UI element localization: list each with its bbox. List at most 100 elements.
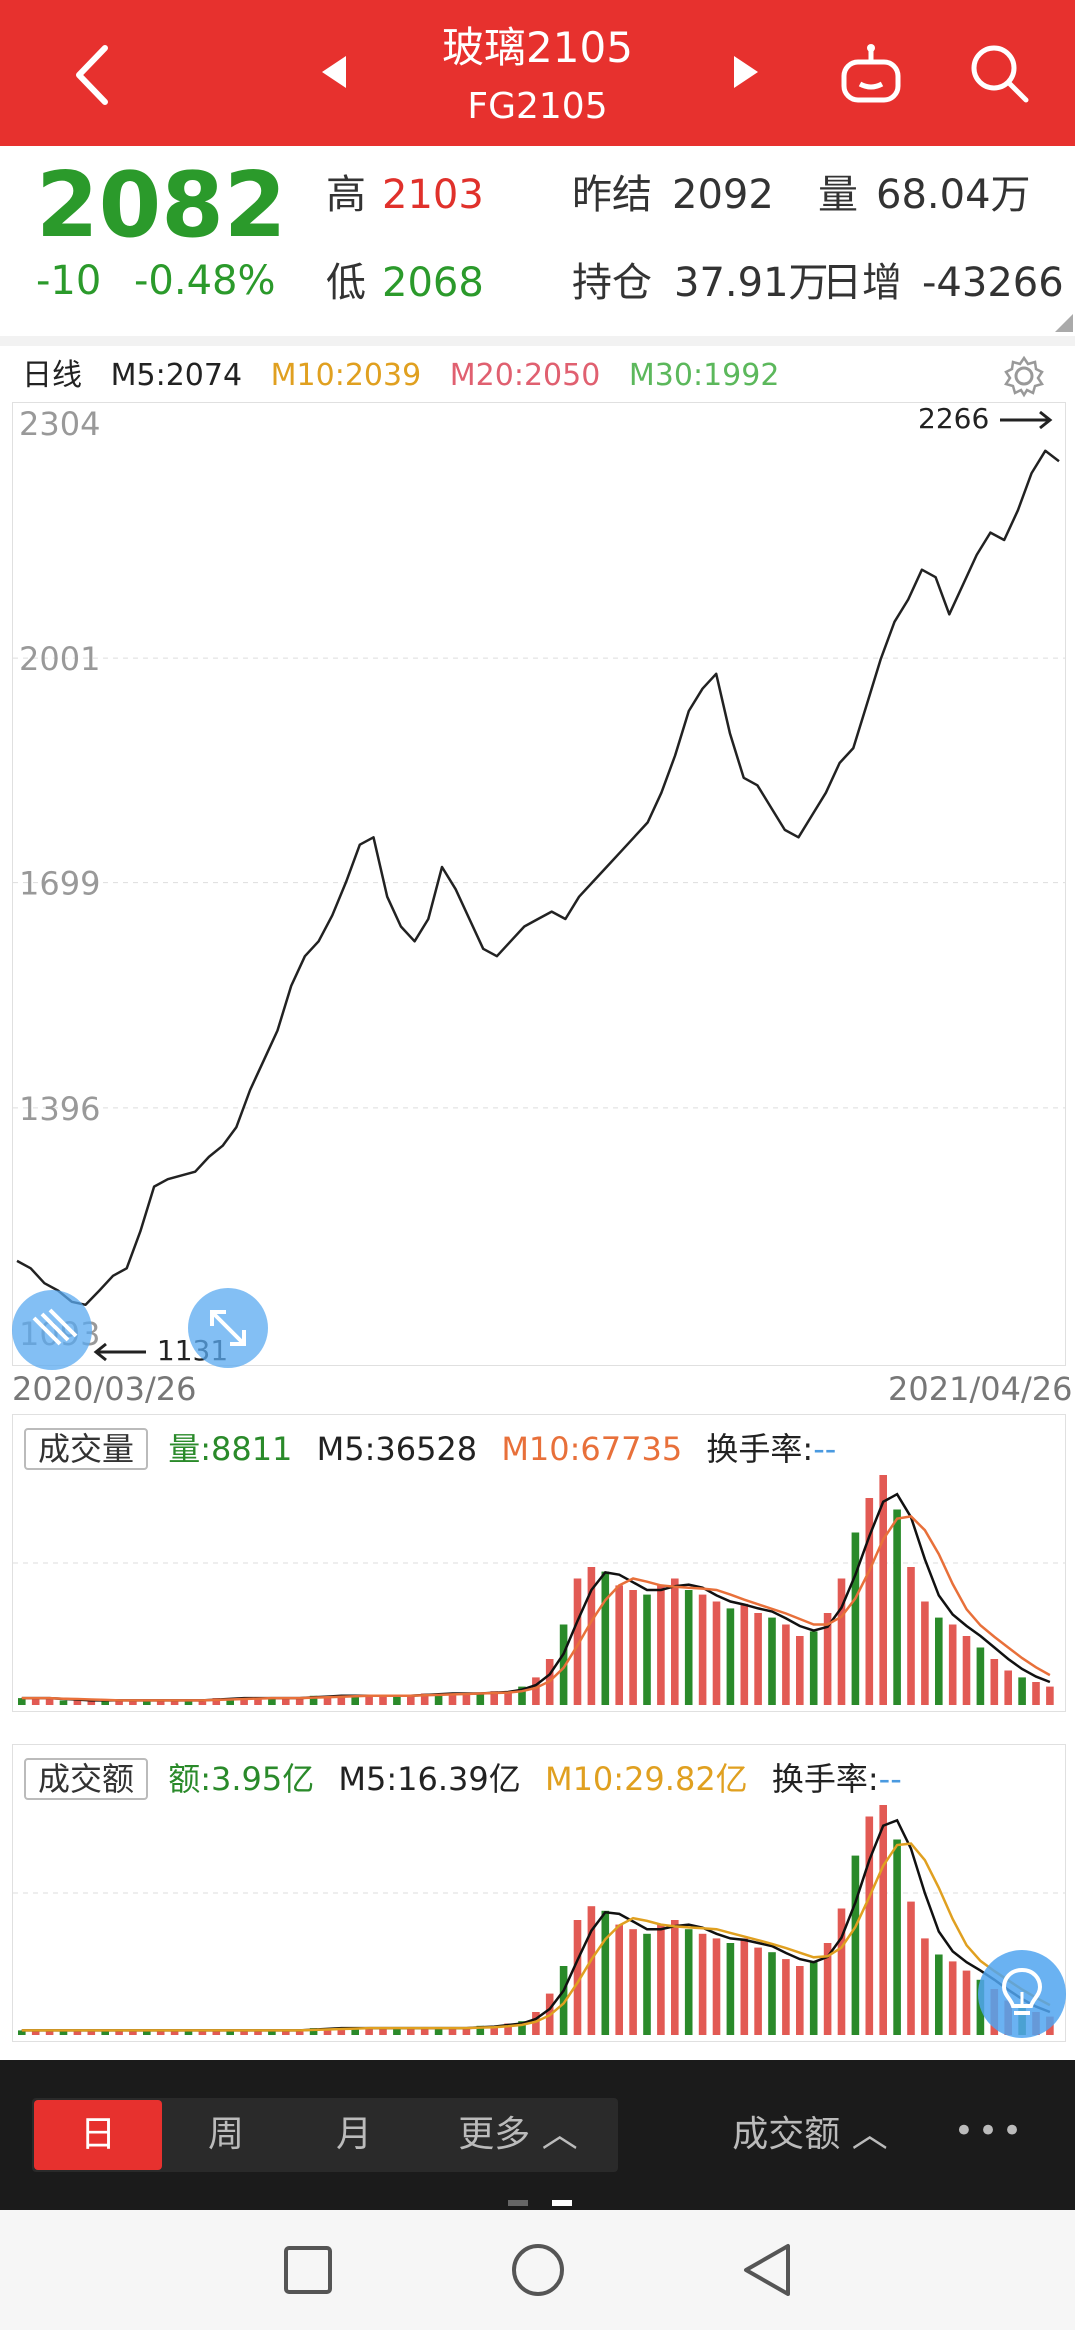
period-label: 日线 — [22, 358, 82, 393]
indicator-selector[interactable]: 成交额 ︿ — [732, 2114, 888, 2155]
bar — [504, 1691, 512, 1705]
bar — [490, 1691, 498, 1705]
divider — [0, 336, 1075, 346]
recent-apps-icon[interactable] — [282, 2244, 334, 2300]
bar — [87, 2030, 96, 2035]
bar — [740, 1938, 749, 2035]
more-options-icon[interactable]: ••• — [953, 2111, 1027, 2151]
volume-value: 量:8811 — [168, 1430, 293, 1468]
kline-chart-area[interactable]: 23042001169913961093 — [12, 402, 1066, 1366]
period-selected-highlight — [34, 2100, 162, 2170]
bar — [518, 2021, 526, 2035]
bar — [532, 2012, 540, 2035]
amount-value: 额:3.95亿 — [168, 1760, 315, 1798]
start-date: 2020/03/26 — [12, 1370, 197, 1408]
bar — [629, 1590, 637, 1705]
ma10-line — [21, 1842, 1051, 2032]
expand-corner-icon[interactable] — [1055, 314, 1073, 336]
bar — [907, 1901, 915, 2035]
daily-inc-label: 日增 — [822, 260, 902, 306]
bar — [448, 2028, 457, 2035]
y-tick-label: 1699 — [19, 865, 100, 903]
bar — [379, 2028, 387, 2035]
bar — [184, 2030, 193, 2035]
bar — [962, 1636, 971, 1705]
back-icon[interactable] — [60, 40, 130, 122]
bar — [462, 2028, 471, 2035]
bar — [393, 2028, 401, 2035]
price-change-pct: -0.48% — [134, 258, 276, 304]
collapse-overlay-button[interactable] — [12, 1290, 92, 1370]
bar — [393, 1695, 401, 1705]
amount-bar-chart — [13, 1805, 1065, 2035]
contract-title: 玻璃2105 — [442, 23, 633, 72]
bar — [726, 1943, 735, 2035]
bar — [365, 2028, 373, 2035]
y-tick-label: 2001 — [19, 640, 100, 678]
bar — [115, 2030, 123, 2035]
bar — [407, 1695, 415, 1705]
bar — [573, 1578, 582, 1705]
bar — [671, 1920, 679, 2035]
bar — [796, 1966, 804, 2035]
bar — [268, 1698, 276, 1705]
prev-settle-label: 昨结 — [572, 172, 652, 218]
tips-button[interactable] — [978, 1950, 1066, 2038]
bar — [73, 1700, 82, 1705]
bar — [559, 1966, 568, 2035]
bar — [101, 2030, 109, 2035]
volume-legend: 成交量 量:8811 M5:36528 M10:67735 换手率:-- — [24, 1424, 836, 1474]
tab-month[interactable]: 月 — [335, 2114, 372, 2155]
tab-week[interactable]: 周 — [207, 2114, 244, 2155]
bar — [295, 2030, 304, 2035]
bar — [684, 1929, 693, 2035]
search-icon[interactable] — [964, 38, 1034, 112]
bar — [990, 1659, 999, 1705]
max-price-value: 2266 — [918, 402, 990, 435]
robot-icon[interactable] — [836, 40, 906, 114]
top-header: 玻璃2105 FG2105 — [0, 0, 1075, 146]
bar — [504, 2023, 512, 2035]
bar — [712, 1601, 721, 1705]
bar — [921, 1601, 929, 1705]
next-contract-icon[interactable] — [730, 52, 762, 96]
volume-indicator-tag[interactable]: 成交量 — [24, 1428, 149, 1470]
bar — [18, 1698, 26, 1705]
bar — [212, 1698, 221, 1705]
bar — [170, 1700, 179, 1705]
amount-chart-area[interactable] — [12, 1744, 1066, 2042]
fullscreen-button[interactable] — [188, 1288, 268, 1368]
tab-more[interactable]: 更多 ︿ — [458, 2114, 578, 2155]
bar — [893, 1839, 901, 2035]
bar — [45, 2030, 54, 2035]
bar — [823, 1613, 832, 1705]
bar — [615, 1924, 623, 2035]
bar — [796, 1636, 804, 1705]
bar — [129, 1700, 137, 1705]
home-icon[interactable] — [510, 2242, 566, 2302]
volume-value: 68.04万 — [876, 172, 1031, 218]
bar — [143, 1700, 151, 1705]
kline-legend: 日线 M5:2074 M10:2039 M20:2050 M30:1992 — [22, 356, 779, 396]
bar — [184, 1700, 193, 1705]
ma5-value: M5:2074 — [110, 358, 243, 393]
back-nav-icon[interactable] — [740, 2242, 796, 2302]
contract-code: FG2105 — [467, 86, 608, 127]
tab-day[interactable]: 日 — [79, 2114, 116, 2155]
ma30-value: M30:1992 — [628, 358, 780, 393]
bar — [768, 1617, 776, 1705]
bar — [935, 1954, 943, 2035]
bar — [156, 2030, 165, 2035]
bar — [309, 2028, 318, 2035]
settings-gear-icon[interactable] — [1002, 354, 1046, 402]
bar — [337, 2028, 346, 2035]
volume-turnover-label: 换手率: — [706, 1430, 814, 1468]
prev-contract-icon[interactable] — [318, 52, 350, 96]
volume-chart-area[interactable] — [12, 1414, 1066, 1712]
bar — [448, 1693, 457, 1705]
bar — [101, 1700, 109, 1705]
bar — [879, 1805, 887, 2035]
amount-indicator-tag[interactable]: 成交额 — [24, 1758, 149, 1800]
bar — [921, 1938, 929, 2035]
bar — [240, 2030, 248, 2035]
